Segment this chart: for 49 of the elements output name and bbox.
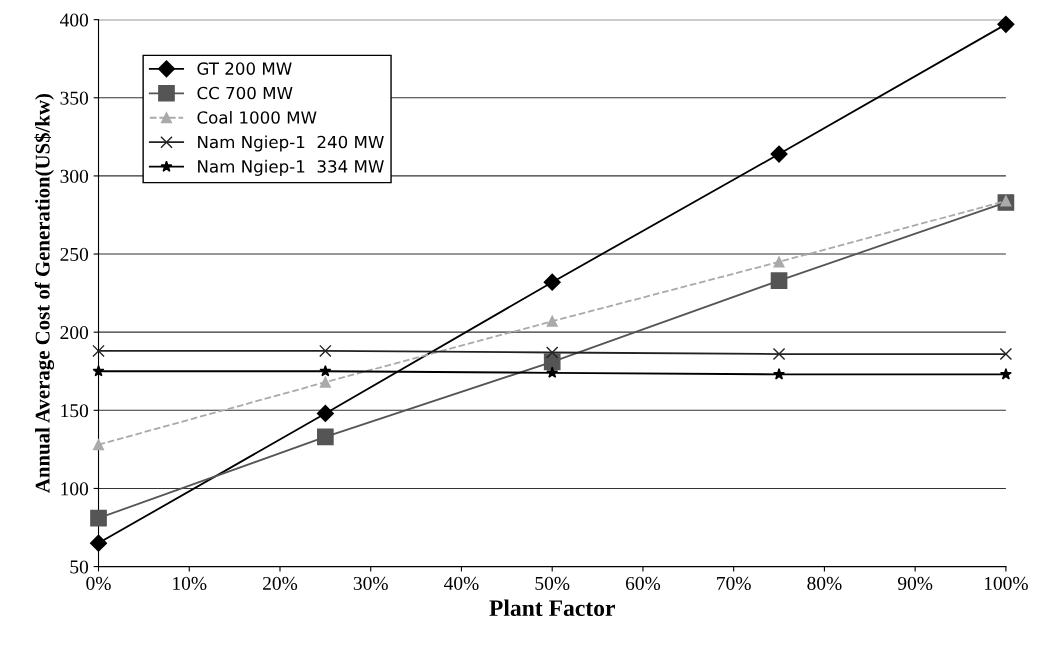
x-tick-label: 0% <box>86 576 111 591</box>
x-tick-label: 80% <box>807 576 842 591</box>
legend-label: Coal 1000 MW <box>197 110 317 124</box>
point <box>319 364 332 377</box>
y-tick-label: 250 <box>60 247 89 261</box>
point <box>546 366 559 378</box>
x-tick-label: 20% <box>263 576 298 591</box>
x-tick-label: 10% <box>173 576 207 591</box>
point <box>316 404 334 422</box>
point <box>90 509 107 527</box>
y-tick-label: 400 <box>60 13 89 27</box>
point <box>999 368 1012 380</box>
point <box>773 256 785 268</box>
x-tick-label: 100% <box>984 576 1028 591</box>
y-tick-label: 150 <box>61 404 89 418</box>
y-tick-label: 200 <box>60 325 89 340</box>
point <box>92 364 105 377</box>
x-tick-label: 50% <box>535 576 570 591</box>
point <box>546 315 558 327</box>
point <box>770 145 788 163</box>
point <box>997 15 1015 33</box>
x-tick-label: 70% <box>717 576 751 591</box>
x-tick-label: 90% <box>897 576 933 591</box>
point <box>770 272 788 289</box>
point <box>545 346 559 359</box>
point <box>999 347 1013 361</box>
point <box>319 376 331 388</box>
point <box>773 368 786 380</box>
x-axis-title: Plant Factor <box>489 599 615 617</box>
point <box>89 534 108 552</box>
point <box>772 347 786 361</box>
point <box>92 439 105 451</box>
x-tick-label: 60% <box>625 576 661 591</box>
x-tick-label: 40% <box>444 576 479 591</box>
y-axis-title: Annual Average Cost of Generation(US$/kw) <box>34 93 55 493</box>
y-tick-label: 100 <box>61 482 89 496</box>
point <box>92 344 105 358</box>
legend-label: CC 700 MW <box>197 86 293 100</box>
point <box>317 428 334 446</box>
point <box>543 273 561 291</box>
y-tick-label: 300 <box>60 169 89 183</box>
legend-label: Nam Ngiep-1 240 MW <box>198 135 384 152</box>
legend-label: Nam Ngiep-1 334 MW <box>198 159 384 176</box>
legend-label: GT 200 MW <box>197 62 292 75</box>
point <box>543 353 561 371</box>
y-tick-label: 350 <box>60 91 89 105</box>
point <box>319 344 332 358</box>
y-tick-label: 50 <box>70 560 89 574</box>
x-tick-label: 30% <box>353 576 388 591</box>
